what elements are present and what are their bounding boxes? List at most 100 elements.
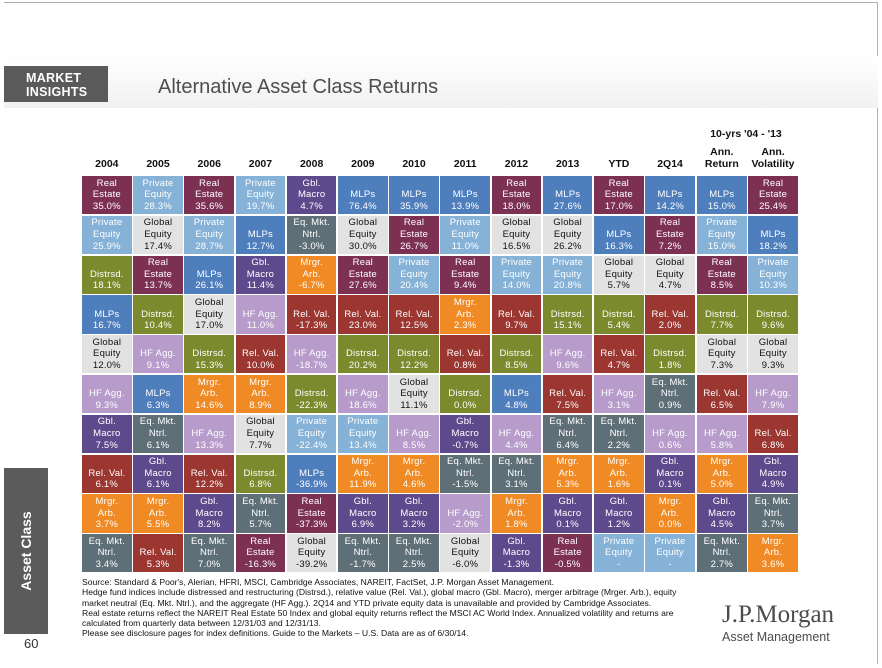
asset-name: Private Equity: [706, 217, 738, 240]
return-value: 9.7%: [505, 320, 528, 332]
return-value: -0.5%: [554, 558, 581, 570]
return-value: 17.0%: [195, 320, 224, 332]
return-value: 15.3%: [195, 359, 224, 371]
asset-name: Global Equity: [707, 336, 737, 360]
return-cell: Mrgr. Arb. 5.5%: [133, 494, 183, 533]
return-cell: Private Equity 14.0%: [491, 255, 542, 294]
asset-name: Global Equity: [758, 336, 788, 360]
asset-name: Global Equity: [502, 217, 531, 240]
asset-name: Eq. Mkt. Ntrl.: [498, 456, 535, 479]
header-bar: [4, 56, 878, 108]
asset-name: Gbl. Macro: [502, 535, 531, 559]
return-cell: HF Agg. 0.6%: [645, 414, 695, 454]
asset-name: Gbl. Macro: [708, 495, 736, 519]
return-value: -: [617, 558, 621, 570]
return-cell: Eq. Mkt. Ntrl. -1.7%: [338, 534, 388, 573]
asset-name: Eq. Mkt. Ntrl.: [191, 535, 228, 559]
return-cell: Real Estate 8.5%: [697, 255, 747, 294]
return-value: 14.0%: [502, 280, 531, 292]
return-cell: Distrsd. 12.2%: [389, 335, 439, 374]
return-cell: Gbl. Macro 1.2%: [594, 494, 644, 533]
return-cell: Distrsd. 5.4%: [594, 295, 644, 334]
asset-name: HF Agg.: [88, 388, 125, 400]
return-cell: Private Equity 15.0%: [697, 215, 747, 255]
asset-name: Real Estate: [502, 177, 531, 201]
asset-name: Mrgr. Arb.: [505, 495, 528, 519]
return-value: 19.7%: [246, 200, 275, 212]
asset-name: Distrsd.: [89, 268, 124, 280]
asset-name: Distrsd.: [141, 308, 175, 320]
asset-name: Global Equity: [450, 535, 480, 559]
return-value: 10.3%: [759, 280, 787, 292]
return-cell: Distrsd. 6.8%: [235, 454, 286, 493]
return-cell: HF Agg. 4.4%: [491, 414, 542, 454]
asset-name: Real Estate: [246, 535, 275, 559]
asset-name: MLPs: [709, 189, 735, 201]
return-cell: MLPs 27.6%: [542, 176, 593, 215]
return-value: 4.6%: [402, 479, 426, 491]
return-value: 4.4%: [505, 439, 528, 451]
column-header: 2009: [338, 158, 388, 170]
return-cell: HF Agg. 11.0%: [235, 295, 286, 334]
asset-name: Mrgr. Arb.: [300, 257, 323, 280]
return-value: 1.8%: [658, 359, 682, 371]
return-value: -1.7%: [349, 558, 376, 570]
asset-name: Gbl. Macro: [400, 495, 428, 519]
asset-name: Eq. Mkt. Ntrl.: [139, 416, 177, 439]
return-cell: Mrgr. Arb. -6.7%: [286, 255, 337, 294]
return-cell: Global Equity -6.0%: [440, 534, 491, 573]
asset-name: HF Agg.: [755, 388, 791, 400]
return-value: 8.5%: [402, 439, 426, 451]
return-cell: Mrgr. Arb. 3.6%: [748, 534, 798, 573]
return-cell: Gbl. Macro 6.1%: [133, 454, 183, 493]
return-value: 17.0%: [604, 200, 633, 212]
return-value: 7.7%: [249, 439, 272, 451]
return-value: 18.0%: [502, 200, 531, 212]
asset-name: MLPs: [657, 189, 683, 201]
return-value: 18.6%: [348, 399, 377, 411]
column-header: 2008: [287, 158, 337, 170]
return-value: 27.6%: [553, 200, 582, 212]
return-cell: Real Estate -16.3%: [235, 534, 286, 573]
return-cell: MLPs 35.9%: [389, 176, 439, 215]
return-value: 7.3%: [710, 359, 734, 371]
return-value: 0.0%: [658, 519, 682, 531]
return-value: 0.1%: [658, 479, 682, 491]
asset-name: Mrgr. Arb.: [556, 456, 579, 479]
asset-name: Private Equity: [193, 217, 225, 240]
return-value: 26.7%: [400, 240, 428, 252]
market-insights-badge: MARKET INSIGHTS: [4, 66, 108, 102]
return-cell: MLPs 16.3%: [594, 215, 644, 255]
asset-name: Private Equity: [142, 177, 174, 201]
return-value: 4.8%: [505, 399, 528, 411]
return-value: -3.0%: [298, 240, 325, 252]
return-cell: Global Equity 5.7%: [594, 255, 644, 294]
return-value: 8.9%: [249, 399, 272, 411]
return-value: 3.6%: [761, 558, 785, 570]
return-cell: Global Equity 7.3%: [697, 335, 747, 374]
return-value: 5.0%: [710, 479, 734, 491]
column-header-line: 2012: [504, 158, 529, 170]
column-header-line: 2010: [402, 158, 426, 170]
return-cell: Gbl. Macro 4.5%: [697, 494, 747, 533]
return-cell: Eq. Mkt. Ntrl. -1.5%: [440, 454, 491, 493]
asset-name: Global Equity: [348, 217, 378, 240]
asset-name: HF Agg.: [447, 507, 484, 519]
asset-name: MLPs: [606, 228, 632, 240]
logo-subtitle: Asset Management: [722, 630, 830, 644]
asset-name: Gbl. Macro: [93, 416, 121, 439]
return-cell: Global Equity 17.0%: [184, 295, 235, 334]
return-cell: Eq. Mkt. Ntrl. 2.5%: [389, 534, 439, 573]
asset-name: Private Equity: [449, 217, 481, 240]
asset-name: HF Agg.: [344, 388, 381, 400]
asset-name: Gbl. Macro: [297, 177, 326, 201]
return-cell: Rel. Val. 12.2%: [184, 454, 235, 493]
return-value: 20.4%: [400, 280, 428, 292]
return-cell: Distrsd. 15.1%: [542, 295, 593, 334]
asset-name: HF Agg.: [191, 427, 228, 439]
return-cell: Real Estate 7.2%: [645, 215, 695, 255]
return-value: 3.1%: [607, 399, 631, 411]
asset-name: Gbl. Macro: [656, 456, 684, 479]
asset-name: Rel. Val.: [754, 427, 792, 439]
return-value: 13.3%: [195, 439, 224, 451]
